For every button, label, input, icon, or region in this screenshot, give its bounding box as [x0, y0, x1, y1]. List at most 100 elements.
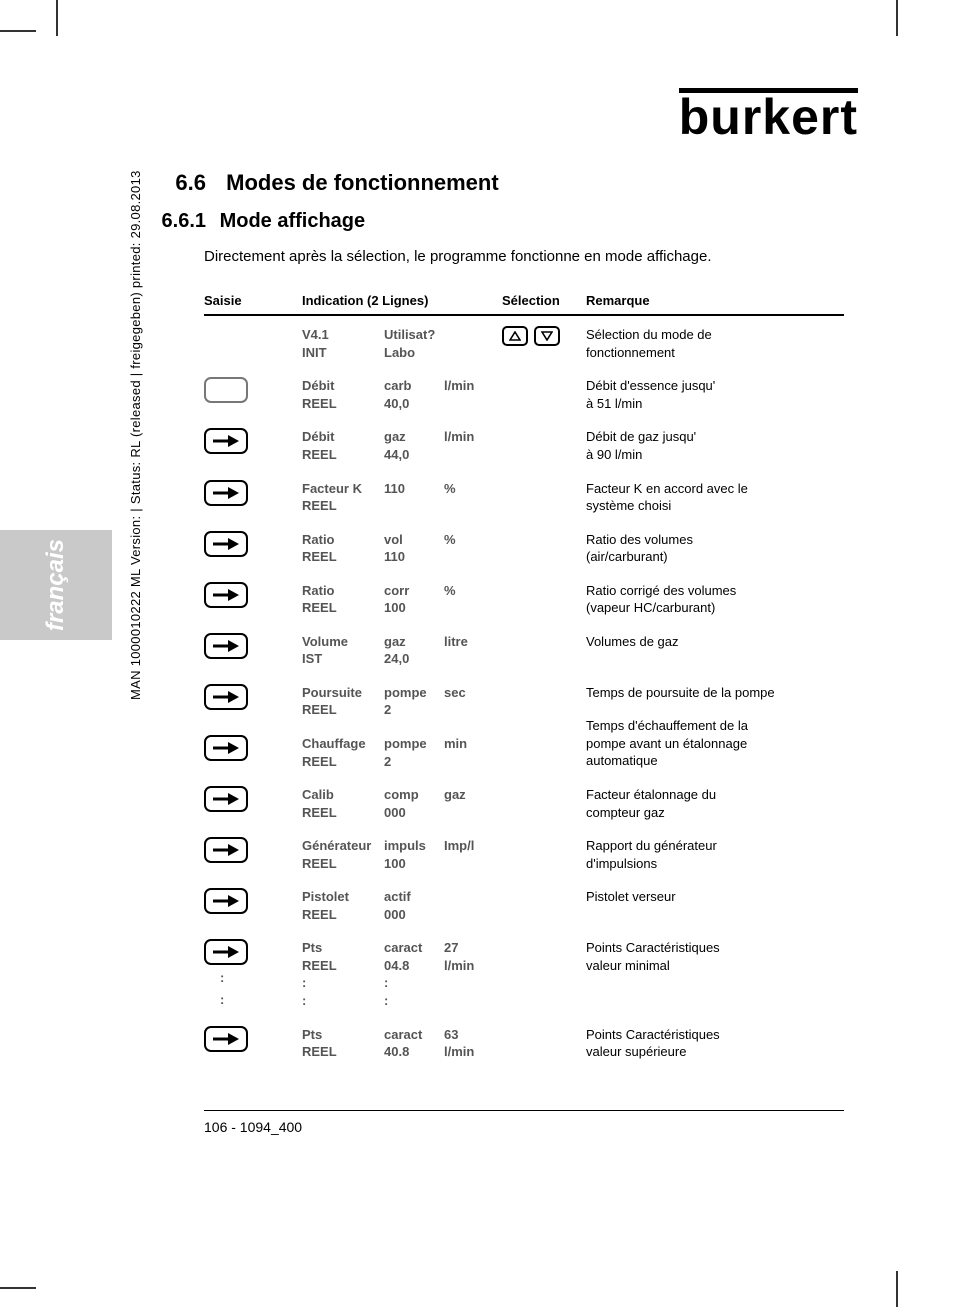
indication-line2c: % — [444, 531, 494, 549]
table-row: GénérateurREELimpuls100Imp/lRapport du g… — [204, 837, 844, 872]
col-header-remarque: Remarque — [586, 293, 844, 308]
heading-subsection-text: Mode affichage — [220, 210, 366, 232]
indication-line1a: V4.1 — [302, 326, 384, 344]
mode-table: Saisie Indication (2 Lignes) Sélection R… — [204, 293, 844, 1118]
col-header-indication: Indication (2 Lignes) — [302, 293, 502, 308]
ellipsis-icon: : — [204, 991, 224, 1009]
indication-line2c: l/min — [444, 377, 494, 395]
table-row: ::PtsREEL::caract04.8::27l/minPoints Car… — [204, 939, 844, 1009]
key-arrow-right-icon — [204, 684, 248, 710]
indication-line2a: REEL — [302, 804, 384, 822]
indication-line2c: litre — [444, 633, 494, 651]
indication-line1b: gaz — [384, 428, 444, 446]
heading-subsection-number: 6.6.1 — [142, 210, 206, 233]
indication-line1b: caract — [384, 1026, 444, 1044]
remark-line: Facteur étalonnage du — [586, 786, 844, 804]
remark-line: Volumes de gaz — [586, 633, 844, 651]
key-arrow-right-icon — [204, 939, 248, 965]
intro-paragraph: Directement après la sélection, le progr… — [204, 247, 868, 267]
col-header-saisie: Saisie — [204, 293, 302, 308]
remark-line: Ratio des volumes — [586, 531, 844, 549]
indication-line2b: 000 — [384, 804, 444, 822]
indication-line2c: % — [444, 480, 494, 498]
indication-line2b: 2 — [384, 701, 444, 719]
table-row: Facteur KREEL110%Facteur K en accord ave… — [204, 480, 844, 515]
indication-line1a: Pts — [302, 1026, 384, 1044]
indication-line1b: carb — [384, 377, 444, 395]
indication-line1c: gaz — [444, 786, 494, 804]
heading-section: 6.6 Modes de fonctionnement — [148, 170, 868, 196]
indication-line2c: l/min — [444, 1043, 494, 1061]
indication-line1c: 27 — [444, 939, 494, 957]
indication-line2b: 2 — [384, 753, 444, 771]
ellipsis-icon: : — [384, 992, 444, 1010]
key-up-icon — [502, 326, 528, 346]
remark-cell: Facteur étalonnage ducompteur gaz — [586, 786, 844, 821]
key-arrow-right-icon — [204, 428, 248, 454]
table-row: DébitREELcarb40,0l/minDébit d'essence ju… — [204, 377, 844, 412]
key-arrow-right-icon — [204, 837, 248, 863]
indication-line2a: REEL — [302, 701, 384, 719]
remark-cell: Points Caractéristiquesvaleur supérieure — [586, 1026, 844, 1061]
indication-line2b: 24,0 — [384, 650, 444, 668]
ellipsis-icon: : — [204, 969, 224, 987]
indication-line1b: impuls — [384, 837, 444, 855]
key-arrow-right-icon — [204, 1026, 248, 1052]
indication-line1a: Ratio — [302, 582, 384, 600]
remark-line: Temps de poursuite de la pompe — [586, 684, 844, 702]
indication-line1a: Chauffage — [302, 735, 384, 753]
indication-line1b: vol — [384, 531, 444, 549]
remark-line: Pistolet verseur — [586, 888, 844, 906]
crop-mark — [896, 1271, 898, 1307]
page-footer: 106 - 1094_400 — [204, 1110, 844, 1135]
table-row: ChauffageREELpompe2minTemps d'échauffeme… — [204, 735, 844, 770]
table-row: CalibREELcomp000gazFacteur étalonnage du… — [204, 786, 844, 821]
key-arrow-right-icon — [204, 888, 248, 914]
indication-line1b: corr — [384, 582, 444, 600]
crop-mark — [56, 0, 58, 36]
indication-line1a: Ratio — [302, 531, 384, 549]
remark-cell: Points Caractéristiquesvaleur minimal — [586, 939, 844, 974]
remark-line: fonctionnement — [586, 344, 844, 362]
indication-line2c: sec — [444, 684, 494, 702]
indication-line2b: 110 — [384, 548, 444, 566]
indication-line1b: caract — [384, 939, 444, 957]
remark-line: d'impulsions — [586, 855, 844, 873]
remark-line: Sélection du mode de — [586, 326, 844, 344]
page-content: 6.6 Modes de fonctionnement 6.6.1 Mode a… — [148, 170, 868, 1119]
ellipsis-icon: : — [384, 974, 444, 992]
indication-line1b: pompe — [384, 684, 444, 702]
indication-line1b: comp — [384, 786, 444, 804]
key-arrow-right-icon — [204, 786, 248, 812]
remark-cell: Sélection du mode defonctionnement — [586, 326, 844, 361]
indication-line2c: % — [444, 582, 494, 600]
indication-line1b: actif — [384, 888, 444, 906]
indication-line1b: pompe — [384, 735, 444, 753]
key-arrow-right-icon — [204, 735, 248, 761]
indication-line2a: REEL — [302, 395, 384, 413]
indication-line2b: Labo — [384, 344, 444, 362]
remark-line: pompe avant un étalonnage — [586, 735, 844, 753]
table-row: PistoletREELactif000Pistolet verseur — [204, 888, 844, 923]
remark-line: Rapport du générateur — [586, 837, 844, 855]
crop-mark — [896, 0, 898, 36]
key-down-icon — [534, 326, 560, 346]
indication-line2b: 110 — [384, 480, 444, 498]
remark-cell: Rapport du générateurd'impulsions — [586, 837, 844, 872]
remark-line: valeur supérieure — [586, 1043, 844, 1061]
indication-line1a: Générateur — [302, 837, 384, 855]
heading-section-text: Modes de fonctionnement — [226, 170, 499, 195]
ellipsis-icon: : — [302, 974, 384, 992]
remark-line: à 51 l/min — [586, 395, 844, 413]
indication-line2a: REEL — [302, 599, 384, 617]
key-arrow-right-icon — [204, 531, 248, 557]
brand-logo: burkert — [679, 88, 858, 140]
remark-line: Débit d'essence jusqu' — [586, 377, 844, 395]
indication-line2a: REEL — [302, 753, 384, 771]
indication-line2c: Imp/l — [444, 837, 494, 855]
remark-cell: Ratio corrigé des volumes(vapeur HC/carb… — [586, 582, 844, 617]
language-tab-label: français — [42, 539, 70, 631]
indication-line2a: REEL — [302, 446, 384, 464]
indication-line2a: REEL — [302, 548, 384, 566]
table-row: PoursuiteREELpompe2secTemps de poursuite… — [204, 684, 844, 719]
